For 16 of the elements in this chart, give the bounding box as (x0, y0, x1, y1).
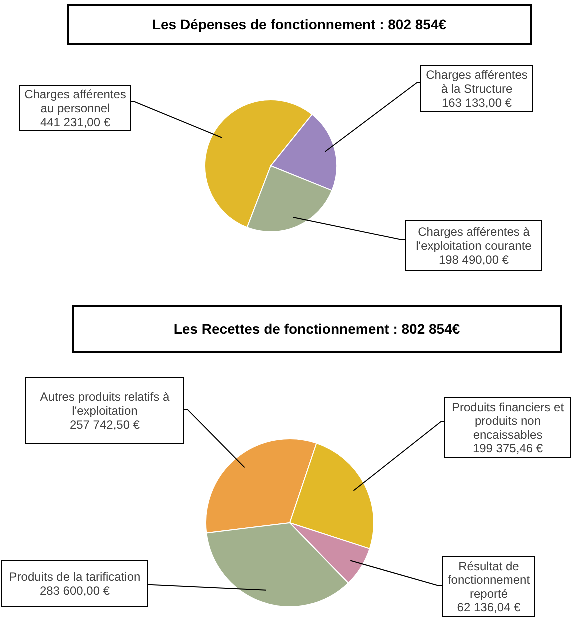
slice-label: Produits financiers et produits non encaissables (452, 400, 565, 442)
slice-label: Autres produits relatifs à l'exploitation (40, 390, 170, 418)
chart-title: Les Recettes de fonctionnement : 802 854€ (174, 321, 460, 337)
data-label: 441 231,00 € (40, 115, 111, 130)
slice-label: Résultat de fonctionnement reporté (448, 559, 531, 601)
slice-label: Charges afférentes à l'exploitation courante (416, 225, 532, 253)
data-label: 163 133,00 € (442, 96, 512, 110)
slice-label: Produits de la tarification (9, 570, 141, 584)
data-label: 62 136,04 € (457, 600, 522, 615)
data-label: 199 375,46 € (472, 442, 544, 456)
data-label: 198 490,00 € (438, 252, 510, 267)
data-label: 283 600,00 € (40, 584, 110, 598)
slice-label: Charges afférentes au personnel (24, 88, 126, 116)
data-label: 257 742,50 € (70, 418, 140, 432)
chart-title: Les Dépenses de fonctionnement : 802 854€ (152, 16, 447, 32)
slice-label: Charges afférentes à la Structure (426, 68, 528, 96)
